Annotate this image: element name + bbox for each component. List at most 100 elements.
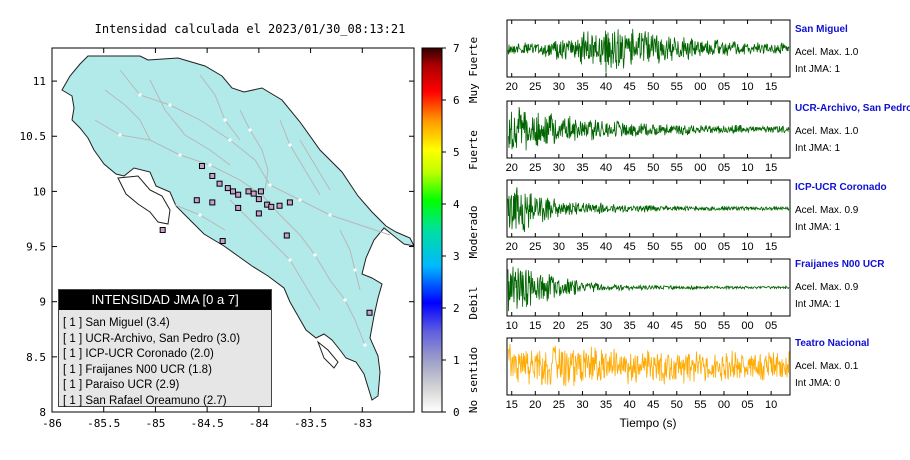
wave-x-tick-label: 20 (506, 162, 518, 174)
wave-x-tick-label: 50 (694, 320, 706, 332)
waveform-panel: 15 20 25 30 35 40 45 50 55 00 05 10 (506, 337, 791, 411)
wave-x-tick-label: 15 (529, 320, 541, 332)
station-jma-intensity: Int JMA: 1 (795, 299, 841, 310)
wave-x-tick-label: 30 (553, 162, 565, 174)
wave-x-tick-label: 30 (600, 320, 612, 332)
station-name: San Miguel (795, 24, 848, 35)
gulf-of-nicoya (117, 175, 171, 225)
station-marker (255, 210, 262, 217)
wave-x-tick-label: 40 (600, 162, 612, 174)
station-max-accel: Acel. Max. 0.9 (795, 282, 859, 293)
wave-x-tick-label: 00 (741, 320, 753, 332)
waveform-trace (507, 107, 790, 151)
map-y-tick-label: 11 (33, 75, 46, 88)
golfo-dulce (316, 340, 339, 369)
station-name: Teatro Nacional (795, 338, 870, 349)
station-marker (257, 188, 264, 195)
wave-x-tick-label: 25 (529, 241, 541, 253)
wave-x-tick-label: 20 (506, 81, 518, 93)
station-name: UCR-Archivo, San Pedro (795, 103, 910, 114)
station-name: ICP-UCR Coronado (795, 182, 887, 193)
wave-x-tick-label: 45 (624, 162, 636, 174)
wave-x-tick-label: 35 (576, 241, 588, 253)
map-y-tick-label: 8 (39, 406, 46, 419)
station-info: Teatro Nacional Acel. Max. 0.1 Int JMA: 0 (795, 338, 910, 389)
map-x-tick-label: -84 (249, 417, 269, 430)
station-info: UCR-Archivo, San Pedro Acel. Max. 1.0 Int … (795, 103, 910, 154)
colorbar-tick-label: 3 (453, 250, 460, 263)
costa-rica-land (61, 55, 414, 401)
legend-item: [ 1 ] Paraiso UCR (2.9) (63, 379, 180, 391)
waveform-trace (507, 187, 790, 232)
waveform-panel: 20 25 30 35 40 45 50 55 00 05 10 15 (506, 179, 791, 253)
station-marker (235, 204, 242, 211)
wave-x-tick-label: 55 (671, 162, 683, 174)
wave-x-tick-label: 15 (765, 241, 777, 253)
map-title: Intensidad calculada el 2023/01/30_08:13… (94, 22, 406, 36)
wave-x-tick-label: 20 (506, 241, 518, 253)
colorbar-tick-label: 7 (453, 42, 460, 55)
legend-item: [ 1 ] Fraijanes N00 UCR (1.8) (63, 363, 212, 376)
wave-x-tick-label: 05 (741, 399, 753, 411)
wave-x-tick-label: 50 (647, 241, 659, 253)
roads (94, 69, 391, 346)
wave-x-tick-label: 30 (553, 241, 565, 253)
station-marker (209, 172, 216, 179)
wave-x-tick-label: 40 (600, 241, 612, 253)
wave-x-tick-label: 35 (576, 81, 588, 93)
station-jma-intensity: Int JMA: 1 (795, 222, 841, 233)
wave-x-tick-label: 45 (624, 241, 636, 253)
wave-x-tick-label: 25 (529, 162, 541, 174)
wave-x-tick-label: 00 (694, 241, 706, 253)
legend-list: [ 1 ] San Miguel (3.4) [ 1 ] UCR-Archivo,… (59, 316, 271, 409)
wave-x-tick-label: 15 (506, 399, 518, 411)
wave-x-tick-label: 45 (671, 320, 683, 332)
station-marker (219, 238, 226, 245)
legend-item: [ 1 ] San Miguel (3.4) (63, 317, 170, 329)
wave-x-tick-label: 20 (529, 399, 541, 411)
wave-x-tick-label: 30 (576, 399, 588, 411)
station-marker (286, 199, 293, 206)
colorbar-tick-label: 1 (453, 354, 460, 367)
colorbar: 0 1 2 3 4 5 6 7 No sentido Debil Moderado Fuerte Mu… (421, 37, 480, 419)
station-jma-intensity: Int JMA: 0 (795, 378, 841, 389)
waveform-trace (507, 266, 790, 312)
legend-item: [ 1 ] ICP-UCR Coronado (2.0) (63, 348, 214, 360)
wave-x-tick-label: 05 (718, 241, 730, 253)
wave-x-tick-label: 30 (553, 81, 565, 93)
map-x-tick-label: -85.5 (87, 417, 120, 430)
legend-item: [ 1 ] UCR-Archivo, San Pedro (3.0) (63, 332, 241, 345)
map-y-tick-label: 9.5 (26, 241, 46, 254)
legend-title: INTENSIDAD JMA [0 a 7] (59, 290, 271, 310)
station-marker (283, 232, 290, 239)
map-y-tick-label: 10.5 (20, 130, 47, 143)
wave-x-tick-label: 40 (624, 399, 636, 411)
wave-x-tick-label: 55 (718, 320, 730, 332)
colorbar-category-label: No sentido (467, 347, 480, 413)
colorbar-tick-label: 5 (453, 146, 460, 159)
wave-x-tick-label: 35 (576, 162, 588, 174)
x-axis-label: Tiempo (s) (620, 416, 677, 430)
wave-x-tick-label: 25 (576, 320, 588, 332)
wave-x-tick-label: 45 (647, 399, 659, 411)
map-x-tick-label: -83.5 (294, 417, 327, 430)
waveform-trace (507, 28, 790, 73)
map-y-tick-label: 9 (39, 296, 46, 309)
waveform-panel: 20 25 30 35 40 45 50 55 00 05 10 15 (506, 19, 791, 93)
map-x-tick-label: -86 (42, 417, 62, 430)
wave-x-tick-label: 05 (718, 162, 730, 174)
station-jma-intensity: Int JMA: 1 (795, 64, 841, 75)
wave-x-tick-label: 35 (624, 320, 636, 332)
wave-x-tick-label: 25 (553, 399, 565, 411)
station-marker (209, 199, 216, 206)
station-marker (366, 309, 373, 316)
waveform-panel: 10 15 20 25 30 35 40 45 50 55 00 05 (506, 258, 791, 332)
map-x-tick-label: -84.5 (191, 417, 224, 430)
station-marker (216, 180, 223, 187)
station-name: Fraijanes N00 UCR (795, 259, 885, 270)
legend-item: [ 1 ] San Rafael Oreamuno (2.7) (63, 394, 227, 407)
station-info: Fraijanes N00 UCR Acel. Max. 0.9 Int JMA: … (795, 259, 910, 310)
wave-x-tick-label: 10 (741, 241, 753, 253)
wave-x-tick-label: 05 (718, 81, 730, 93)
